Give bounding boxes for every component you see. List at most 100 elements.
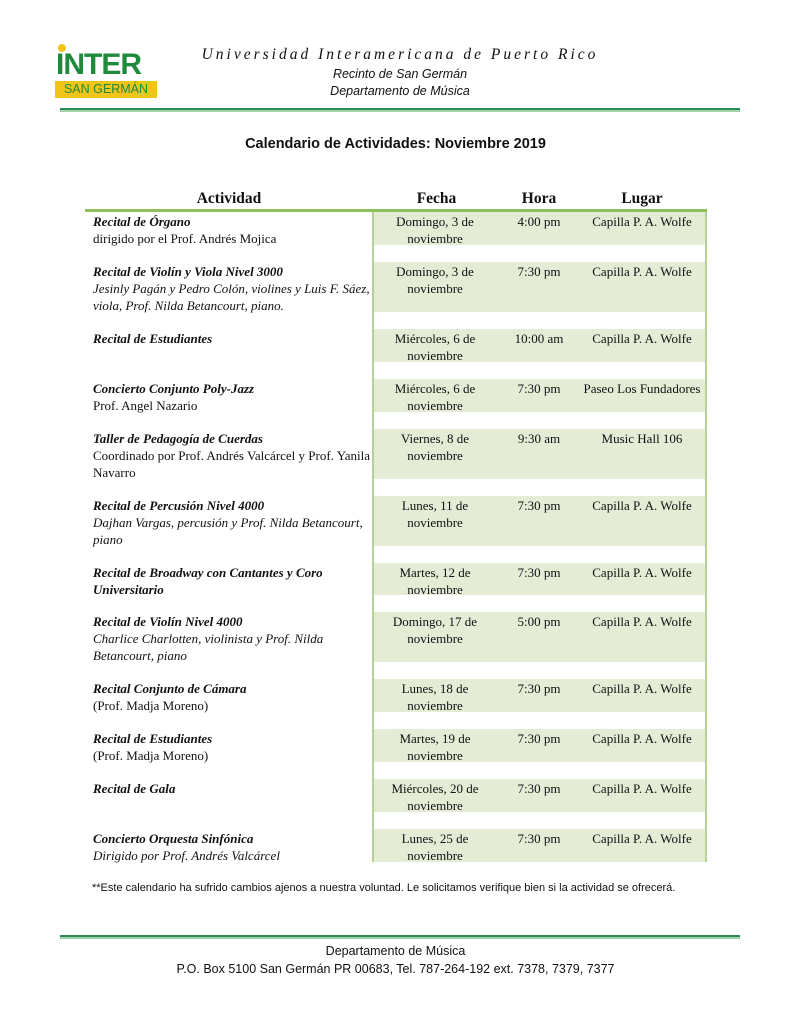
fecha-cell: Domingo, 3 de noviembre bbox=[396, 264, 474, 296]
footer-address: P.O. Box 5100 San Germán PR 00683, Tel. … bbox=[176, 962, 615, 976]
table-row: Recital de Violín y Viola Nivel 3000 Jesi… bbox=[85, 262, 707, 329]
footer-department: Departamento de Música bbox=[325, 944, 466, 958]
table-header-rule bbox=[85, 209, 707, 212]
table-row: Taller de Pedagogía de Cuerdas Coordinado… bbox=[85, 429, 707, 496]
logo-inter-text: INTER bbox=[56, 48, 142, 81]
hora-cell: 9:30 am bbox=[517, 431, 561, 446]
table-row: Recital de Estudiantes Miércoles, 6 de n… bbox=[85, 329, 707, 379]
activity-title: Concierto Conjunto Poly-Jazz bbox=[93, 381, 255, 396]
hora-cell: 5:00 pm bbox=[517, 614, 561, 629]
row-shading bbox=[373, 563, 705, 595]
university-name: Universidad Interamericana de Puerto Ric… bbox=[201, 46, 599, 63]
column-header-lugar: Lugar bbox=[621, 190, 663, 207]
fecha-cell: Lunes, 25 de noviembre bbox=[401, 831, 469, 863]
activity-detail: Dajhan Vargas, percusión y Prof. Nilda B… bbox=[93, 515, 363, 547]
lugar-cell: Capilla P. A. Wolfe bbox=[592, 831, 692, 846]
lugar-cell: Capilla P. A. Wolfe bbox=[592, 681, 692, 696]
table-row: Recital de Estudiantes (Prof. Madja Moren… bbox=[85, 729, 707, 779]
table-row: Recital de Órgano dirigido por el Prof. A… bbox=[85, 212, 707, 262]
activity-cell: Recital de Percusión Nivel 4000 Dajhan Va… bbox=[93, 497, 378, 548]
table-row: Recital de Percusión Nivel 4000 Dajhan Va… bbox=[85, 496, 707, 563]
table-row: Concierto Orquesta Sinfónica Dirigido por… bbox=[85, 829, 707, 864]
activity-cell: Concierto Orquesta Sinfónica Dirigido por… bbox=[93, 830, 378, 864]
logo-san-german-text: SAN GERMÁN bbox=[55, 81, 157, 98]
row-shading bbox=[373, 779, 705, 812]
table-row: Recital de Broadway con Cantantes y Coro… bbox=[85, 563, 707, 612]
activity-title: Recital de Violín Nivel 4000 bbox=[93, 614, 243, 629]
department-name: Departamento de Música bbox=[330, 84, 470, 98]
activity-title: Recital de Estudiantes bbox=[93, 731, 213, 746]
lugar-cell: Capilla P. A. Wolfe bbox=[592, 781, 692, 796]
activity-cell: Recital de Estudiantes bbox=[93, 330, 378, 347]
row-shading bbox=[373, 262, 705, 312]
lugar-cell: Capilla P. A. Wolfe bbox=[592, 331, 692, 346]
fecha-cell: Miércoles, 20 de noviembre bbox=[391, 781, 479, 813]
row-shading bbox=[373, 329, 705, 362]
table-row: Recital de Violín Nivel 4000 Charlice Cha… bbox=[85, 612, 707, 679]
activity-cell: Recital de Gala bbox=[93, 780, 378, 797]
hora-cell: 7:30 pm bbox=[517, 831, 561, 846]
hora-cell: 7:30 pm bbox=[517, 731, 561, 746]
activity-title: Recital de Broadway con Cantantes y Coro… bbox=[93, 565, 323, 597]
activity-detail: Dirigido por Prof. Andrés Valcárcel bbox=[93, 848, 280, 863]
row-shading bbox=[373, 379, 705, 412]
hora-cell: 7:30 pm bbox=[517, 681, 561, 696]
hora-cell: 7:30 pm bbox=[517, 381, 561, 396]
row-shading bbox=[373, 612, 705, 662]
activity-detail: (Prof. Madja Moreno) bbox=[93, 748, 209, 763]
activity-detail: Charlice Charlotten, violinista y Prof. … bbox=[93, 631, 324, 663]
activity-detail: Coordinado por Prof. Andrés Valcárcel y … bbox=[93, 448, 371, 480]
activity-cell: Concierto Conjunto Poly-Jazz Prof. Angel … bbox=[93, 380, 378, 414]
activity-title: Recital de Violín y Viola Nivel 3000 bbox=[93, 264, 283, 279]
fecha-cell: Martes, 19 de noviembre bbox=[399, 731, 471, 763]
page-title: Calendario de Actividades: Noviembre 201… bbox=[245, 136, 546, 152]
hora-cell: 10:00 am bbox=[514, 331, 564, 346]
fecha-cell: Miércoles, 6 de noviembre bbox=[394, 331, 476, 363]
row-shading bbox=[373, 429, 705, 479]
table-right-border bbox=[705, 212, 707, 862]
fecha-cell: Martes, 12 de noviembre bbox=[399, 565, 471, 597]
activity-cell: Recital de Broadway con Cantantes y Coro… bbox=[93, 564, 378, 598]
activity-detail: Prof. Angel Nazario bbox=[93, 398, 198, 413]
footer-divider bbox=[60, 935, 740, 939]
table-row: Recital de Gala Miércoles, 20 de noviemb… bbox=[85, 779, 707, 829]
lugar-cell: Music Hall 106 bbox=[601, 431, 683, 446]
row-shading bbox=[373, 679, 705, 712]
activity-title: Recital de Estudiantes bbox=[93, 331, 213, 346]
campus-name: Recinto de San Germán bbox=[332, 67, 468, 81]
activity-cell: Recital de Estudiantes (Prof. Madja Moren… bbox=[93, 730, 378, 764]
lugar-cell: Capilla P. A. Wolfe bbox=[592, 565, 692, 580]
activity-title: Recital de Gala bbox=[93, 781, 176, 796]
fecha-cell: Lunes, 11 de noviembre bbox=[401, 498, 469, 530]
table-row: Concierto Conjunto Poly-Jazz Prof. Angel … bbox=[85, 379, 707, 429]
fecha-cell: Lunes, 18 de noviembre bbox=[401, 681, 469, 713]
activity-title: Recital Conjunto de Cámara bbox=[93, 681, 247, 696]
activity-cell: Recital de Violín Nivel 4000 Charlice Cha… bbox=[93, 613, 378, 664]
header-divider bbox=[60, 108, 740, 112]
activity-detail: dirigido por el Prof. Andrés Mojica bbox=[93, 231, 277, 246]
row-shading bbox=[373, 729, 705, 762]
activity-title: Concierto Orquesta Sinfónica bbox=[93, 831, 254, 846]
hora-cell: 4:00 pm bbox=[517, 214, 561, 229]
hora-cell: 7:30 pm bbox=[517, 264, 561, 279]
logo-dot-icon bbox=[58, 44, 66, 52]
row-shading bbox=[373, 829, 705, 862]
activity-detail: (Prof. Madja Moreno) bbox=[93, 698, 209, 713]
activity-detail: Jesinly Pagán y Pedro Colón, violines y … bbox=[93, 281, 370, 313]
fecha-cell: Viernes, 8 de noviembre bbox=[400, 431, 470, 463]
row-shading bbox=[373, 496, 705, 546]
column-header-fecha: Fecha bbox=[416, 190, 457, 207]
disclaimer-note: **Este calendario ha sufrido cambios aje… bbox=[92, 882, 676, 894]
activity-title: Recital de Percusión Nivel 4000 bbox=[93, 498, 265, 513]
activity-cell: Taller de Pedagogía de Cuerdas Coordinado… bbox=[93, 430, 378, 481]
activity-title: Taller de Pedagogía de Cuerdas bbox=[93, 431, 263, 446]
hora-cell: 7:30 pm bbox=[517, 498, 561, 513]
column-header-actividad: Actividad bbox=[196, 190, 262, 207]
fecha-cell: Domingo, 3 de noviembre bbox=[396, 214, 474, 246]
lugar-cell: Capilla P. A. Wolfe bbox=[592, 731, 692, 746]
table-left-border bbox=[372, 212, 374, 862]
activity-cell: Recital de Órgano dirigido por el Prof. A… bbox=[93, 213, 378, 247]
lugar-cell: Paseo Los Fundadores bbox=[583, 381, 701, 396]
activity-title: Recital de Órgano bbox=[93, 214, 191, 229]
